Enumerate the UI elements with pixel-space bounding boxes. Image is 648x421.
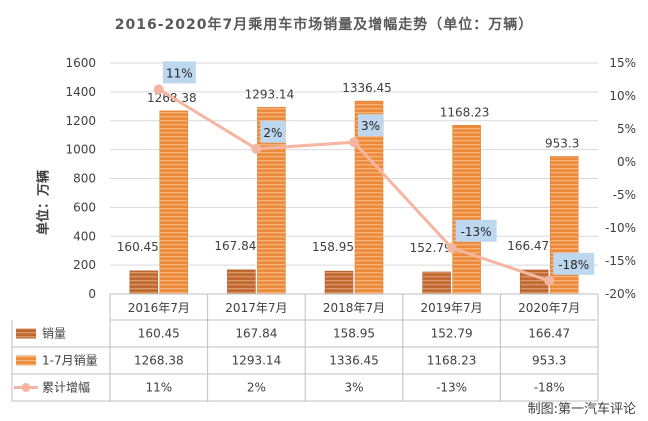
table-cell: 3% (344, 381, 363, 395)
growth-point (153, 84, 164, 95)
bar-cumulative (452, 125, 481, 295)
y-axis-label: 单位：万辆 (36, 169, 52, 235)
table-cell: 1336.45 (329, 354, 379, 368)
y2-tick-label: -15% (605, 254, 636, 268)
data-label-sales: 166.47 (507, 239, 549, 253)
table-cell: 152.79 (431, 327, 473, 341)
table-cell: 953.3 (532, 354, 566, 368)
data-label-cumulative: 1336.45 (342, 81, 392, 95)
growth-label-box (358, 114, 383, 137)
y-tick-label: 400 (73, 229, 96, 243)
table-cell: 167.84 (235, 327, 277, 341)
data-label-sales: 158.95 (312, 240, 354, 254)
y-tick-label: 1600 (65, 56, 96, 70)
bar-sales (324, 270, 354, 295)
y-tick-label: 200 (73, 258, 96, 272)
legend-swatch-marker (21, 383, 31, 392)
table-cell: -13% (436, 381, 467, 395)
y-tick-label: 1400 (65, 85, 96, 99)
data-label-sales: 160.45 (117, 240, 159, 254)
y2-tick-label: 0% (617, 155, 636, 169)
chart-title: 2016-2020年7月乘用车市场销量及增幅走势（单位：万辆） (114, 17, 534, 33)
data-label-sales: 167.84 (214, 239, 256, 253)
data-label-growth: 2% (263, 126, 282, 140)
table-cell: 1268.38 (134, 354, 184, 368)
table-cell: 166.47 (528, 327, 570, 341)
y2-tick-label: -10% (605, 221, 636, 235)
bar-sales (129, 270, 159, 295)
data-label-cumulative: 1293.14 (245, 87, 295, 101)
data-label-cumulative: 953.3 (545, 136, 579, 150)
y2-tick-label: 5% (617, 122, 636, 136)
data-label-sales: 152.79 (410, 241, 452, 255)
table-cell: 158.95 (333, 327, 375, 341)
legend-label: 销量 (42, 327, 66, 341)
y2-tick-label: -20% (605, 287, 636, 301)
y-tick-label: 1200 (65, 114, 96, 128)
table-cell: 2% (247, 381, 266, 395)
y-tick-label: 0 (88, 287, 96, 301)
y-tick-label: 1000 (65, 143, 96, 157)
data-label-growth: 3% (361, 119, 380, 133)
x-tick-label: 2019年7月 (421, 301, 483, 315)
growth-point (251, 143, 262, 154)
growth-label-box (260, 120, 286, 143)
y2-tick-label: 10% (609, 89, 636, 103)
table-cell: 1168.23 (427, 354, 477, 368)
x-tick-label: 2017年7月 (225, 301, 287, 315)
growth-label-box (455, 219, 497, 242)
table-cell: 1293.14 (232, 354, 282, 368)
x-tick-label: 2020年7月 (518, 301, 580, 315)
bar-sales (227, 269, 256, 295)
table-cell: -18% (534, 381, 565, 395)
table-cell: 11% (145, 381, 172, 395)
data-label-growth: -13% (461, 225, 492, 239)
growth-point (446, 242, 457, 253)
data-label-cumulative: 1168.23 (440, 105, 490, 119)
y-tick-label: 600 (73, 200, 96, 214)
y2-tick-label: -5% (613, 188, 636, 202)
data-label-growth: 11% (166, 66, 193, 80)
table-cell: 160.45 (138, 327, 180, 341)
legend-swatch (16, 328, 36, 339)
bar-sales (422, 271, 451, 295)
y2-tick-label: 15% (609, 56, 636, 70)
x-tick-label: 2018年7月 (323, 301, 385, 315)
data-label-growth: -18% (558, 258, 589, 272)
growth-label-box (553, 252, 595, 275)
growth-label-box (162, 61, 196, 84)
bar-cumulative (159, 110, 189, 295)
growth-point (544, 275, 555, 286)
legend-label: 1-7月销量 (42, 354, 98, 368)
growth-point (349, 137, 359, 148)
credit-text: 制图:第一汽车评论 (527, 402, 636, 417)
y-tick-label: 800 (73, 172, 96, 186)
x-tick-label: 2016年7月 (128, 301, 190, 315)
legend-label: 累计增幅 (42, 380, 90, 395)
legend-swatch (16, 355, 36, 366)
